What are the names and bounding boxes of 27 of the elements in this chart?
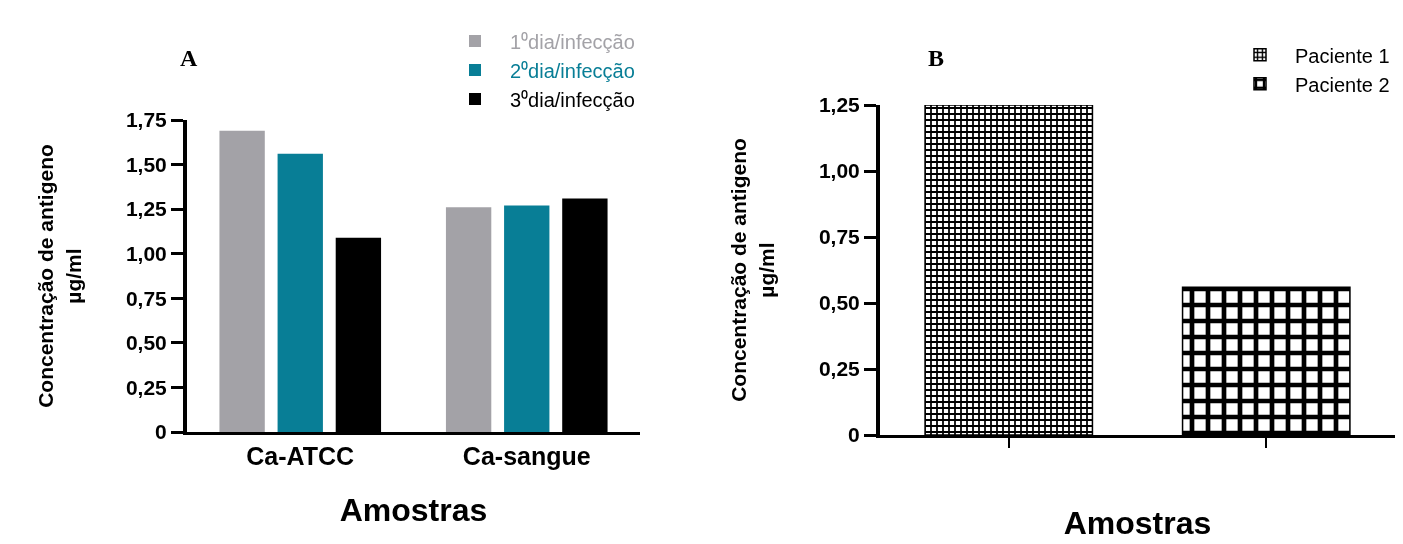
y-tick-label: 1,25 xyxy=(818,93,861,117)
y-tick-label: 1,00 xyxy=(818,159,860,183)
legend-label: 3⁰dia/infecção xyxy=(510,88,635,111)
y-tick-label: 1,25 xyxy=(125,197,168,221)
legend-label: 1⁰dia/infecção xyxy=(510,30,635,53)
chart-title: B xyxy=(928,44,945,71)
x-tick-label: Ca-ATCC xyxy=(246,442,355,470)
y-axis-title: Concentração de antigeno µg/ml xyxy=(34,144,85,408)
y-tick-label: 1,00 xyxy=(125,242,167,266)
x-axis-title: Amostras xyxy=(339,491,488,528)
chart-title: A xyxy=(180,44,198,71)
x-axis-title: Amostras xyxy=(1063,504,1212,541)
y-tick-label: 0 xyxy=(155,420,167,444)
y-tick-label: 0,25 xyxy=(125,375,168,399)
y-tick-label: 0,50 xyxy=(818,291,860,315)
y-tick-label: 0,75 xyxy=(125,286,168,310)
y-axis-title: Concentração de antigeno µg/ml xyxy=(727,138,778,402)
text: Paciente 1 xyxy=(1295,44,1390,67)
legend-label: 2⁰dia/infecção xyxy=(510,59,635,82)
x-tick-label: Ca-sangue xyxy=(462,442,591,470)
text: Paciente 2 xyxy=(1295,73,1390,96)
y-tick-label: 0,25 xyxy=(818,357,861,381)
y-tick-label: 0,75 xyxy=(818,225,861,249)
y-tick-label: 0,50 xyxy=(125,331,167,355)
y-tick-label: 1,75 xyxy=(125,108,168,132)
y-tick-label: 0 xyxy=(848,423,860,447)
y-tick-label: 1,50 xyxy=(125,152,167,176)
